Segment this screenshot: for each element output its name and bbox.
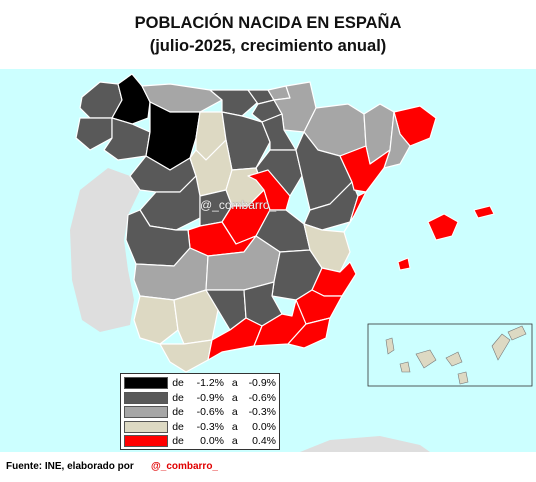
legend-a: a [231,420,238,433]
legend-a: a [231,435,238,448]
legend-to: 0.0% [252,420,276,433]
legend-to: 0.4% [252,435,276,448]
spain-province-map [0,69,536,452]
legend-from: -0.6% [196,406,225,419]
legend-row: de -0.3% a 0.0% [124,420,276,435]
legend-swatch [124,377,169,390]
portugal [70,168,140,332]
canary-inset-frame [367,323,533,387]
province-valencia [303,223,351,273]
province-baleares-menorca [473,205,495,219]
legend-row: de -0.9% a -0.6% [124,391,276,406]
legend-row: de 0.0% a 0.4% [124,434,276,449]
canary-islands [385,325,527,385]
province-baleares-ibiza [397,257,411,271]
legend-to: -0.9% [248,377,276,390]
legend-row: de -0.6% a -0.3% [124,405,276,420]
province-granada [253,299,307,347]
legend-swatch [124,435,169,448]
province-tarragona [339,145,391,193]
legend-from: -0.3% [196,420,225,433]
legend-swatch [124,420,169,433]
province-lugo [111,73,151,125]
legend-a: a [231,377,238,390]
legend-from: -0.9% [196,391,225,404]
legend-word: de [172,435,184,448]
map-subtitle: (julio-2025, crecimiento anual) [149,37,387,55]
africa [300,436,430,452]
map-title: POBLACIÓN NACIDA EN ESPAÑA [134,14,402,32]
watermark: @_combarro_ [200,198,277,212]
legend-a: a [231,406,238,419]
legend-swatch [124,406,169,419]
province-pontevedra [75,117,113,151]
legend-from: 0.0% [200,435,225,448]
legend-swatch [124,391,169,404]
province-almeria [287,317,331,349]
legend-to: -0.6% [248,391,276,404]
province-castellon [343,191,367,233]
legend-to: -0.3% [248,406,276,419]
legend-word: de [172,406,184,419]
province-baleares-mallorca [427,213,459,241]
province-ourense [103,117,151,161]
source-note: Fuente: INE, elaborado por [6,461,134,472]
legend-word: de [172,420,184,433]
legend-word: de [172,391,184,404]
legend-word: de [172,377,184,390]
legend: de -1.2% a -0.9% de -0.9% a -0.6% de -0.6% a -0.3% d… [120,373,280,450]
legend-from: -1.2% [196,377,225,390]
source-handle: @_combarro_ [151,461,218,472]
legend-a: a [231,391,238,404]
legend-row: de -1.2% a -0.9% [124,376,276,391]
